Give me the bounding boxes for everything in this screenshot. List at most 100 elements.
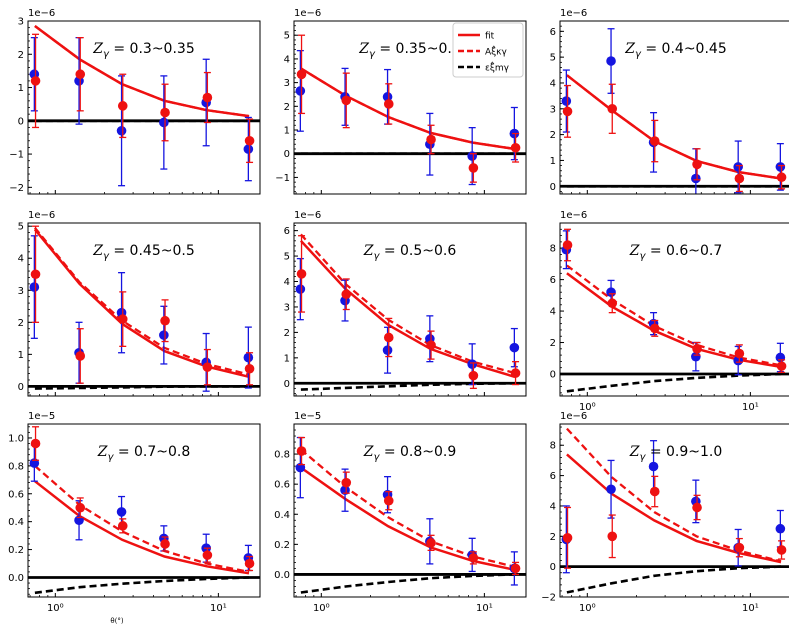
exponent-label: 1e−6 — [28, 8, 55, 19]
y-tick-label: 3 — [18, 286, 24, 297]
y-tick-label: 2 — [18, 318, 24, 329]
y-tick-label: 0.8 — [8, 461, 24, 472]
blue-point — [775, 523, 786, 534]
y-tick-label: 0 — [284, 379, 290, 390]
blue-point — [29, 282, 40, 292]
x-tick-label: 10⁰ — [313, 603, 330, 614]
blue-point — [295, 86, 306, 96]
y-tick-label: 0.6 — [8, 489, 24, 500]
y-tick-label: 5 — [284, 252, 290, 263]
y-tick-label: 0.0 — [8, 573, 24, 584]
red-point — [562, 240, 573, 250]
e-term-line — [566, 565, 782, 594]
red-point — [244, 363, 255, 374]
panel-5: 0 1 2 3 4 5 6 1e−6 Zγ = 0.5~0.6 — [284, 210, 527, 397]
red-point — [692, 159, 702, 170]
y-tick-label: 4 — [284, 277, 290, 288]
blue-point — [243, 144, 254, 154]
x-tick-label: 10⁰ — [579, 603, 596, 614]
plot-area — [28, 426, 260, 595]
y-tick-label: 6 — [550, 27, 556, 38]
panel-3: 0 1 2 3 4 5 6 1e−6 Zγ = 0.4~0.45 — [550, 8, 789, 195]
red-point — [160, 539, 170, 549]
red-point — [30, 76, 41, 86]
red-point — [607, 298, 618, 309]
a-term-line — [300, 448, 516, 569]
red-point — [383, 495, 394, 506]
blue-point — [606, 287, 616, 298]
blue-point — [733, 162, 743, 172]
panel-title: Zγ = 0.6~0.7 — [629, 243, 723, 262]
red-point — [510, 563, 521, 574]
exponent-label: 1e−6 — [560, 8, 587, 19]
panel-title: Zγ = 0.7~0.8 — [97, 444, 191, 463]
panel-title: Zγ = 0.5~0.6 — [363, 243, 457, 262]
exponent-label: 1e−6 — [560, 411, 587, 422]
y-tick-label: 2 — [284, 102, 290, 113]
red-point — [202, 362, 213, 372]
x-tick-label: 10⁰ — [579, 402, 596, 413]
blue-point — [382, 92, 393, 102]
fit-line — [34, 480, 250, 575]
red-point — [75, 69, 86, 80]
panel-8: 0.0 0.2 0.4 0.6 0.8 10⁰ 10¹ 1e−5 Zγ = 0.8~0.9 — [274, 411, 527, 614]
exponent-label: 1e−6 — [294, 210, 321, 221]
y-tick-label: 0 — [18, 116, 24, 127]
blue-point — [467, 151, 477, 161]
x-tick-label: 10⁰ — [47, 603, 64, 614]
y-tick-label: 0.4 — [274, 510, 290, 521]
panel-1: −2 −1 0 1 2 3 1e−6 Zγ = 0.3~0.35 — [9, 8, 261, 195]
red-point — [117, 101, 128, 111]
exponent-label: 1e−6 — [294, 8, 321, 19]
y-tick-label: 6 — [550, 275, 556, 286]
x-tick-label: 10¹ — [742, 603, 759, 614]
fit-line — [33, 228, 250, 379]
y-tick-label: −2 — [9, 183, 24, 194]
fit-line — [299, 239, 516, 379]
y-tick-label: 0 — [550, 182, 556, 193]
red-point — [202, 92, 213, 103]
y-tick-label: −1 — [275, 173, 290, 184]
y-tick-label: 0.8 — [274, 450, 290, 461]
y-tick-label: 0.4 — [8, 517, 24, 528]
red-point — [296, 446, 307, 456]
y-tick-label: 4 — [550, 501, 556, 512]
red-point — [117, 314, 128, 324]
plot-area — [560, 427, 789, 594]
legend-label: Aξ̂κγ — [485, 45, 507, 58]
y-tick-label: 2 — [284, 328, 290, 339]
y-tick-label: 0 — [550, 562, 556, 573]
exponent-label: 1e−5 — [294, 411, 321, 422]
y-tick-label: 5 — [18, 222, 24, 233]
panel-title: Zγ = 0.4~0.45 — [624, 41, 726, 60]
panel-title: Zγ = 0.3~0.35 — [92, 41, 194, 60]
red-point — [296, 269, 307, 279]
plot-area — [560, 228, 789, 393]
blue-point — [733, 355, 743, 366]
legend: fit Aξ̂κγ εξ̂mγ — [452, 22, 524, 78]
x-tick-label: 10¹ — [210, 603, 227, 614]
y-tick-label: 3 — [18, 17, 24, 28]
panel-frame — [293, 20, 527, 195]
a-term-line — [566, 264, 782, 367]
red-point — [341, 289, 352, 300]
red-point — [383, 332, 394, 343]
panel-title: Zγ = 0.35~0.4 — [358, 41, 461, 60]
y-tick-label: 1.0 — [8, 433, 24, 444]
blue-point — [648, 461, 659, 472]
a-term-line — [566, 427, 782, 563]
blue-point — [382, 345, 393, 356]
red-point — [734, 348, 745, 359]
exponent-label: 1e−6 — [28, 210, 55, 221]
panel-2: −1 0 1 2 3 4 5 1e−6 Zγ = 0.35~0.4 fit Aξ̂κγ εξ̂mγ — [275, 8, 527, 195]
red-point — [30, 269, 41, 280]
red-point — [244, 558, 255, 569]
red-point — [30, 438, 41, 449]
a-term-line — [34, 465, 250, 574]
panel-title: Zγ = 0.45~0.5 — [92, 243, 194, 262]
x-axis-label: θ(°) — [110, 617, 124, 625]
a-term-line — [300, 67, 516, 151]
red-point — [649, 136, 660, 146]
panel-title: Zγ = 0.9~1.0 — [629, 444, 723, 463]
